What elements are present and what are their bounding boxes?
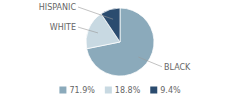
leader-line	[138, 57, 162, 67]
chart: BLACK WHITE HISPANIC 71.9% 18.8% 9.4%	[0, 0, 240, 100]
legend-label: 18.8%	[115, 86, 141, 95]
legend: 71.9% 18.8% 9.4%	[59, 86, 181, 95]
annotations: BLACK WHITE HISPANIC	[39, 3, 191, 72]
legend-swatch	[105, 87, 112, 94]
slice-label: WHITE	[50, 23, 76, 32]
leader-line	[78, 27, 98, 33]
legend-label: 71.9%	[69, 86, 95, 95]
leader-line	[78, 7, 113, 19]
pie-slice	[101, 8, 120, 42]
legend-swatch	[59, 87, 66, 94]
legend-item: 9.4%	[150, 86, 181, 95]
pie-slice	[87, 8, 154, 76]
legend-label: 9.4%	[160, 86, 181, 95]
legend-swatch	[150, 87, 157, 94]
pie	[86, 8, 154, 76]
slice-label: BLACK	[164, 63, 191, 72]
slice-label: HISPANIC	[39, 3, 77, 12]
legend-item: 71.9%	[59, 86, 95, 95]
legend-item: 18.8%	[105, 86, 141, 95]
